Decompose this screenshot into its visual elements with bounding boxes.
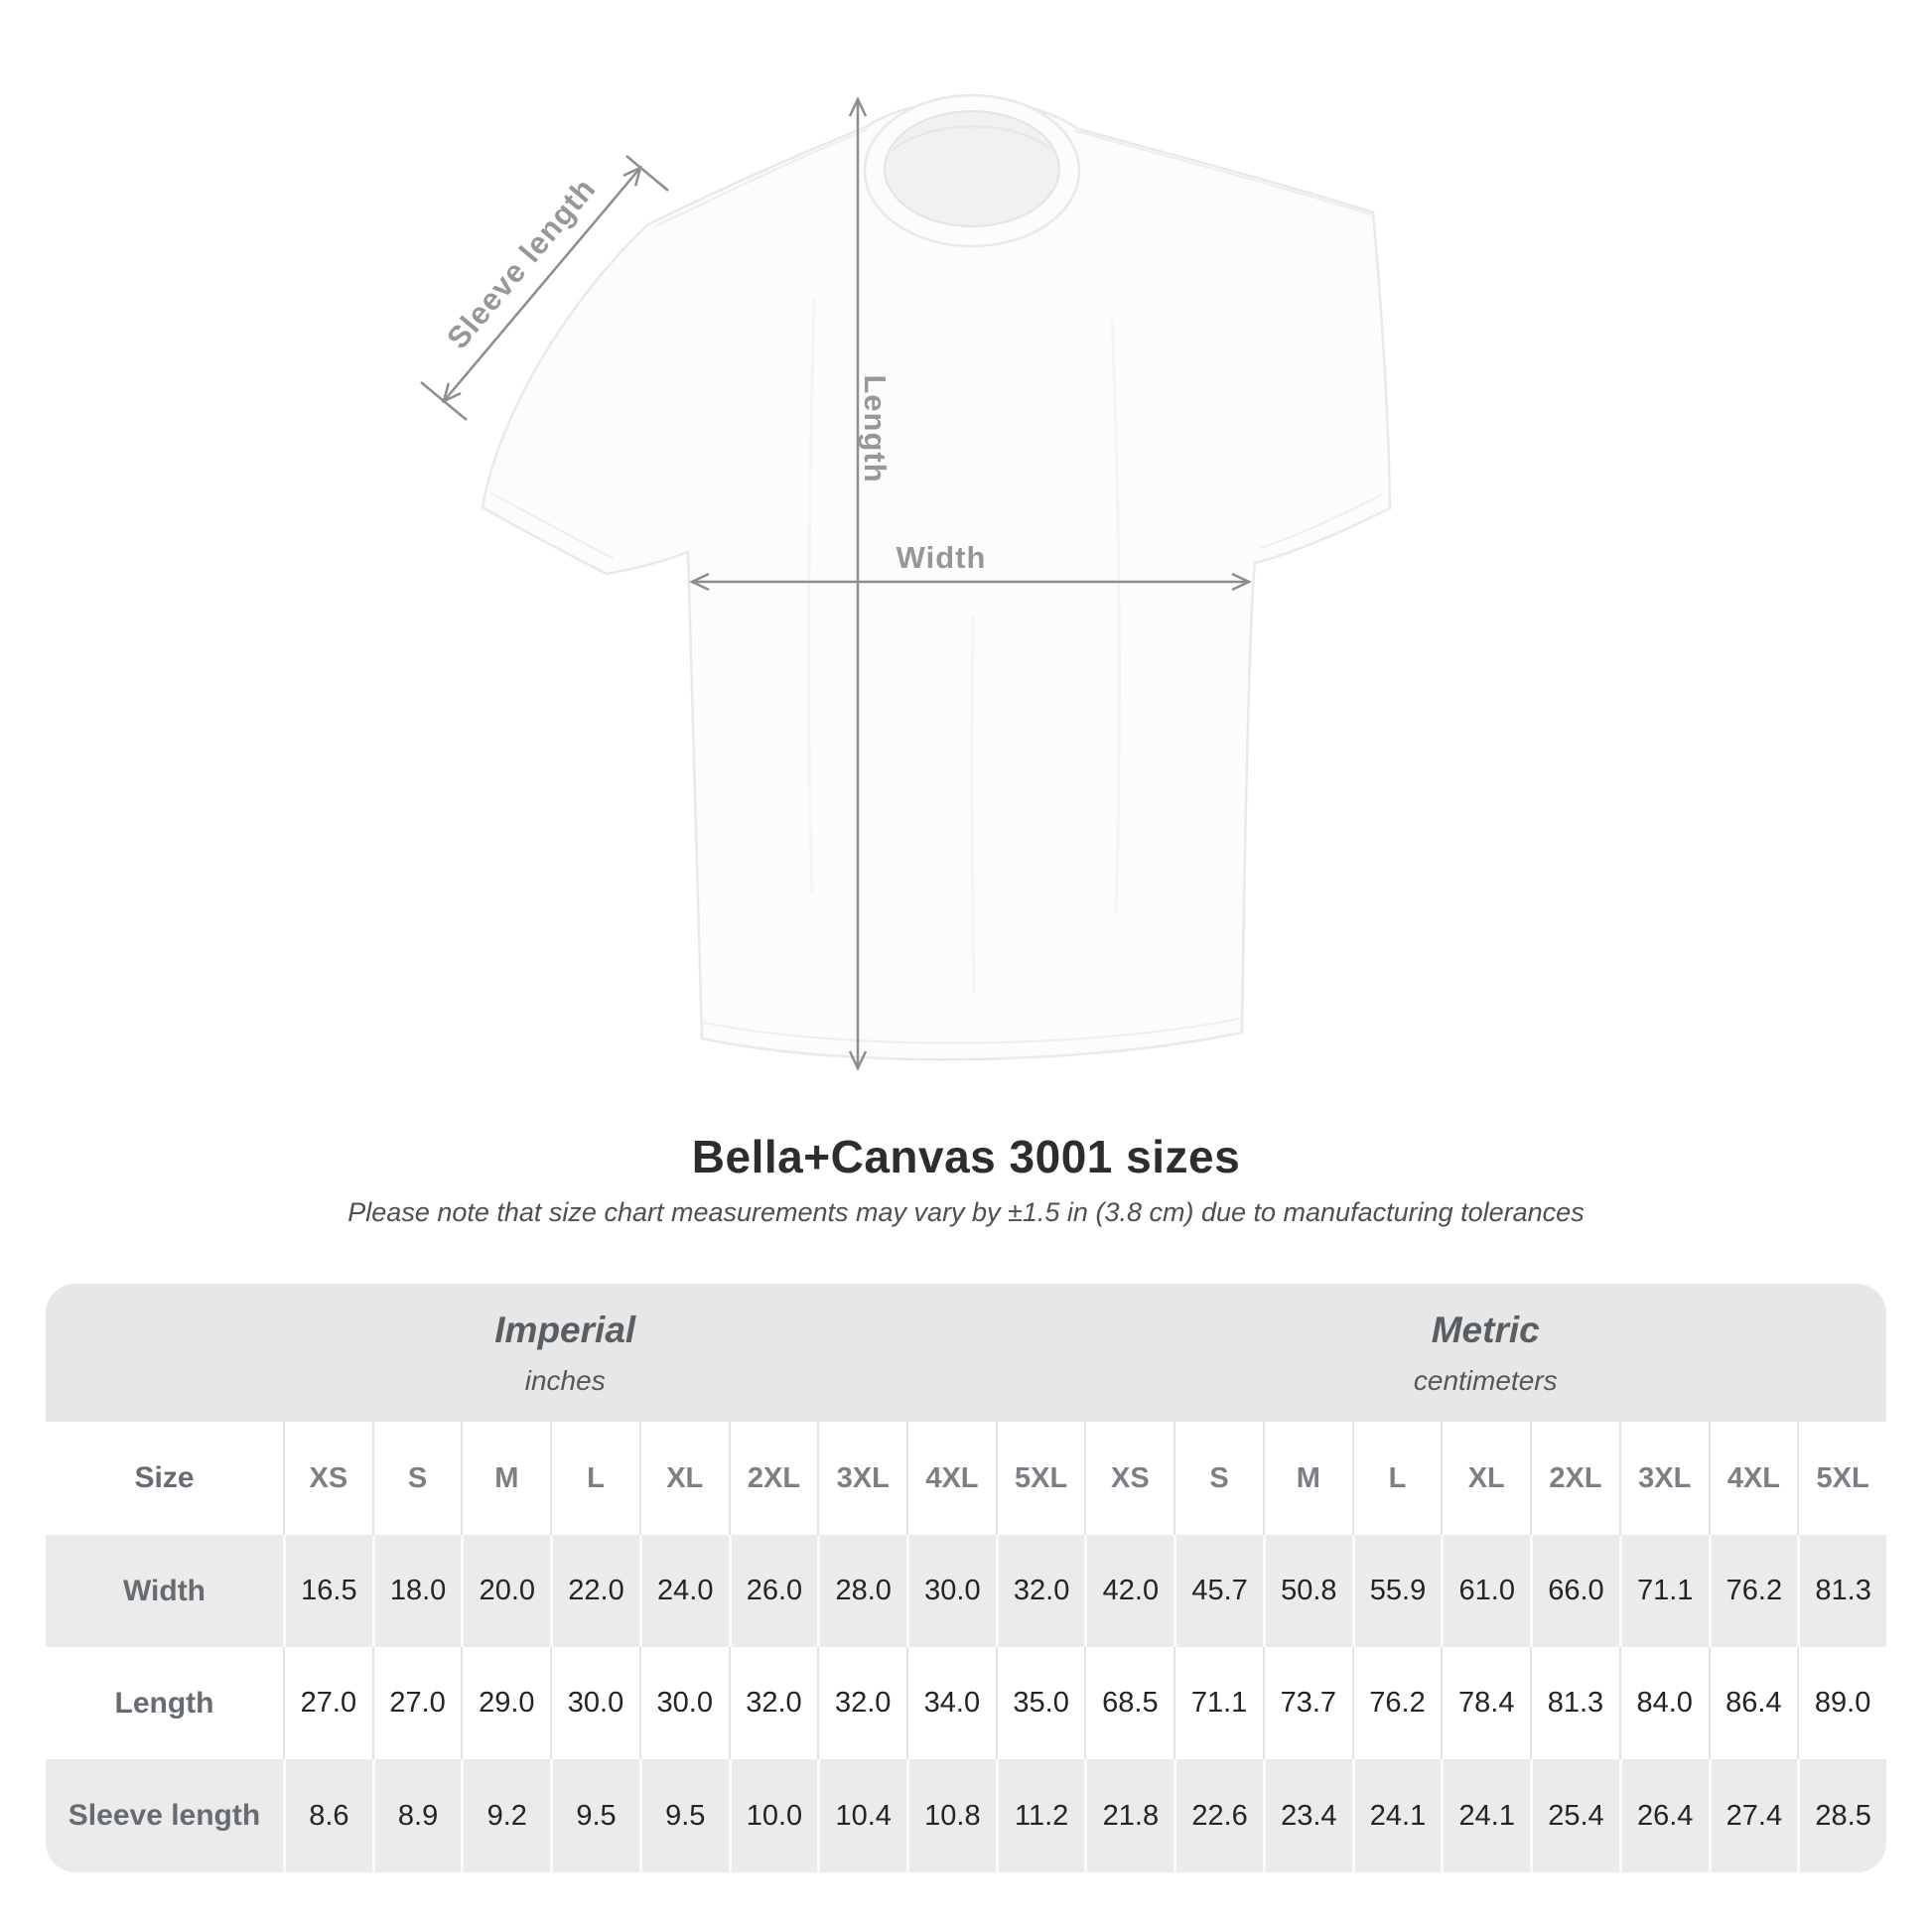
cell-value: 32.0 — [728, 1647, 818, 1759]
sleeve-length-tick-bottom — [420, 381, 468, 421]
cell-value: 22.6 — [1173, 1759, 1263, 1872]
page-title: Bella+Canvas 3001 sizes — [691, 1131, 1241, 1182]
cell-value: 28.5 — [1797, 1759, 1886, 1872]
cell-value: 68.5 — [1084, 1647, 1174, 1759]
cell-value: 71.1 — [1173, 1647, 1263, 1759]
metric-unit: centimeters — [1413, 1364, 1558, 1396]
cell-value: 21.8 — [1084, 1759, 1174, 1872]
cell-value: 26.0 — [728, 1535, 818, 1647]
size-table: Imperial inches Metric centimeters Size … — [46, 1284, 1886, 1872]
cell-value: 10.8 — [906, 1759, 996, 1872]
cell-value: 27.4 — [1708, 1759, 1798, 1872]
cell-value: 89.0 — [1797, 1647, 1886, 1759]
collar-opening — [884, 110, 1060, 227]
cell-value: 76.2 — [1708, 1535, 1798, 1647]
cell-value: 24.1 — [1441, 1759, 1531, 1872]
cell-value: 30.0 — [638, 1647, 729, 1759]
cell-value: 71.1 — [1618, 1535, 1709, 1647]
cell-value: 81.3 — [1797, 1535, 1886, 1647]
sleeve-length-arrow — [442, 165, 642, 404]
size-col-header: M — [461, 1422, 551, 1535]
size-col-header: 4XL — [1708, 1422, 1798, 1535]
cell-value: 27.0 — [371, 1647, 462, 1759]
size-col-header: XL — [638, 1422, 729, 1535]
size-col-header: 2XL — [728, 1422, 818, 1535]
tshirt-wrinkles — [807, 297, 1121, 994]
cell-value: 9.5 — [638, 1759, 729, 1872]
width-dimension: Width — [689, 540, 1252, 592]
cell-value: 73.7 — [1262, 1647, 1352, 1759]
cell-value: 55.9 — [1351, 1535, 1442, 1647]
cell-value: 18.0 — [371, 1535, 462, 1647]
size-col-header: S — [1173, 1422, 1263, 1535]
size-col-header: XS — [283, 1422, 372, 1535]
cell-value: 42.0 — [1084, 1535, 1174, 1647]
cell-value: 76.2 — [1351, 1647, 1442, 1759]
cell-value: 27.0 — [283, 1647, 372, 1759]
size-col-header: 3XL — [1618, 1422, 1709, 1535]
cell-value: 81.3 — [1530, 1647, 1619, 1759]
cell-value: 20.0 — [461, 1535, 551, 1647]
cell-value: 16.5 — [283, 1535, 372, 1647]
cell-value: 45.7 — [1173, 1535, 1263, 1647]
sleeve-length-tick-top — [625, 155, 669, 192]
cell-value: 10.0 — [728, 1759, 818, 1872]
cell-value: 34.0 — [906, 1647, 996, 1759]
size-col-header: 3XL — [817, 1422, 907, 1535]
cell-value: 61.0 — [1441, 1535, 1531, 1647]
cell-value: 35.0 — [995, 1647, 1085, 1759]
cell-value: 24.1 — [1351, 1759, 1442, 1872]
length-label: Length — [858, 374, 893, 483]
cell-value: 30.0 — [550, 1647, 639, 1759]
cell-value: 25.4 — [1530, 1759, 1619, 1872]
cell-value: 8.6 — [283, 1759, 372, 1872]
tolerance-note: Please note that size chart measurements… — [347, 1197, 1585, 1227]
cell-value: 24.0 — [638, 1535, 729, 1647]
cell-value: 23.4 — [1262, 1759, 1352, 1872]
sleeve-row-label: Sleeve length — [46, 1759, 283, 1872]
size-col-header: XL — [1441, 1422, 1531, 1535]
imperial-title: Imperial — [494, 1309, 636, 1350]
tshirt-size-diagram: Sleeve length Length Width — [420, 93, 1392, 1071]
cell-value: 10.4 — [817, 1759, 907, 1872]
imperial-unit: inches — [524, 1364, 606, 1396]
cell-value: 26.4 — [1618, 1759, 1709, 1872]
cell-value: 9.2 — [461, 1759, 551, 1872]
cell-value: 30.0 — [906, 1535, 996, 1647]
size-col-header: S — [371, 1422, 462, 1535]
back-neck-seam — [893, 125, 1051, 150]
cell-value: 32.0 — [817, 1647, 907, 1759]
size-col-header: XS — [1084, 1422, 1174, 1535]
size-col-header: L — [550, 1422, 639, 1535]
width-row-label: Width — [46, 1535, 283, 1647]
cell-value: 8.9 — [371, 1759, 462, 1872]
cell-value: 9.5 — [550, 1759, 639, 1872]
metric-title: Metric — [1431, 1309, 1540, 1350]
cell-value: 66.0 — [1530, 1535, 1619, 1647]
tshirt-graphic — [481, 93, 1392, 1061]
size-col-header: 4XL — [906, 1422, 996, 1535]
size-col-header: 5XL — [1797, 1422, 1886, 1535]
cell-value: 86.4 — [1708, 1647, 1798, 1759]
cell-value: 84.0 — [1618, 1647, 1709, 1759]
length-row-label: Length — [46, 1647, 283, 1759]
size-col-header: M — [1262, 1422, 1352, 1535]
size-row-label: Size — [46, 1422, 283, 1535]
cell-value: 50.8 — [1262, 1535, 1352, 1647]
metric-header: Metric centimeters — [1084, 1284, 1886, 1422]
cell-value: 22.0 — [550, 1535, 639, 1647]
width-label: Width — [897, 540, 987, 575]
cell-value: 28.0 — [817, 1535, 907, 1647]
imperial-header: Imperial inches — [46, 1284, 1085, 1422]
tshirt-seams — [490, 128, 1383, 1044]
size-col-header: L — [1351, 1422, 1442, 1535]
size-col-header: 5XL — [995, 1422, 1085, 1535]
cell-value: 11.2 — [995, 1759, 1085, 1872]
cell-value: 29.0 — [461, 1647, 551, 1759]
tshirt-body — [481, 99, 1392, 1061]
size-col-header: 2XL — [1530, 1422, 1619, 1535]
cell-value: 32.0 — [995, 1535, 1085, 1647]
cell-value: 78.4 — [1441, 1647, 1531, 1759]
